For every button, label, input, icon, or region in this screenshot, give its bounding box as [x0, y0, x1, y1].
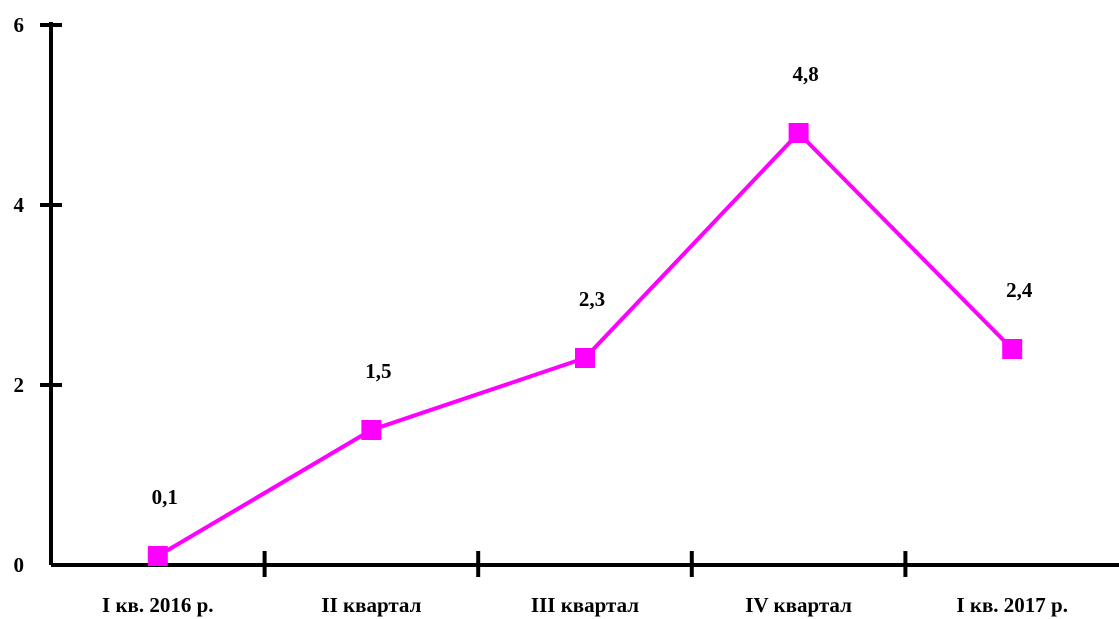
data-point-marker [361, 420, 382, 440]
data-label: 1,5 [365, 359, 391, 383]
x-tick-label: I кв. 2017 р. [956, 593, 1068, 617]
data-label: 4,8 [792, 62, 818, 86]
x-axis-ticks: I кв. 2016 р. II квартал III квартал IV ква… [102, 551, 1068, 617]
x-tick-label: II квартал [321, 593, 421, 617]
data-point-marker [147, 546, 168, 566]
data-point-marker [788, 123, 809, 143]
data-point-marker [575, 348, 595, 368]
data-label: 0,1 [152, 485, 178, 509]
data-label: 2,3 [579, 287, 605, 311]
y-tick-label: 4 [14, 193, 25, 217]
data-point-marker [1002, 339, 1023, 359]
y-tick-label: 0 [14, 553, 25, 577]
x-tick-label: IV квартал [745, 593, 852, 617]
data-label: 2,4 [1006, 278, 1033, 302]
series-line [156, 131, 1014, 558]
x-tick-label: I кв. 2016 р. [102, 593, 214, 617]
series-layer: 0,1 1,5 2,3 4,8 2,4 [147, 62, 1033, 566]
y-tick-label: 6 [14, 13, 25, 37]
x-tick-label: III квартал [531, 593, 639, 617]
chart-axes [49, 22, 1119, 567]
y-axis-ticks: 0 2 4 6 [14, 13, 62, 577]
y-tick-label: 2 [14, 373, 25, 397]
